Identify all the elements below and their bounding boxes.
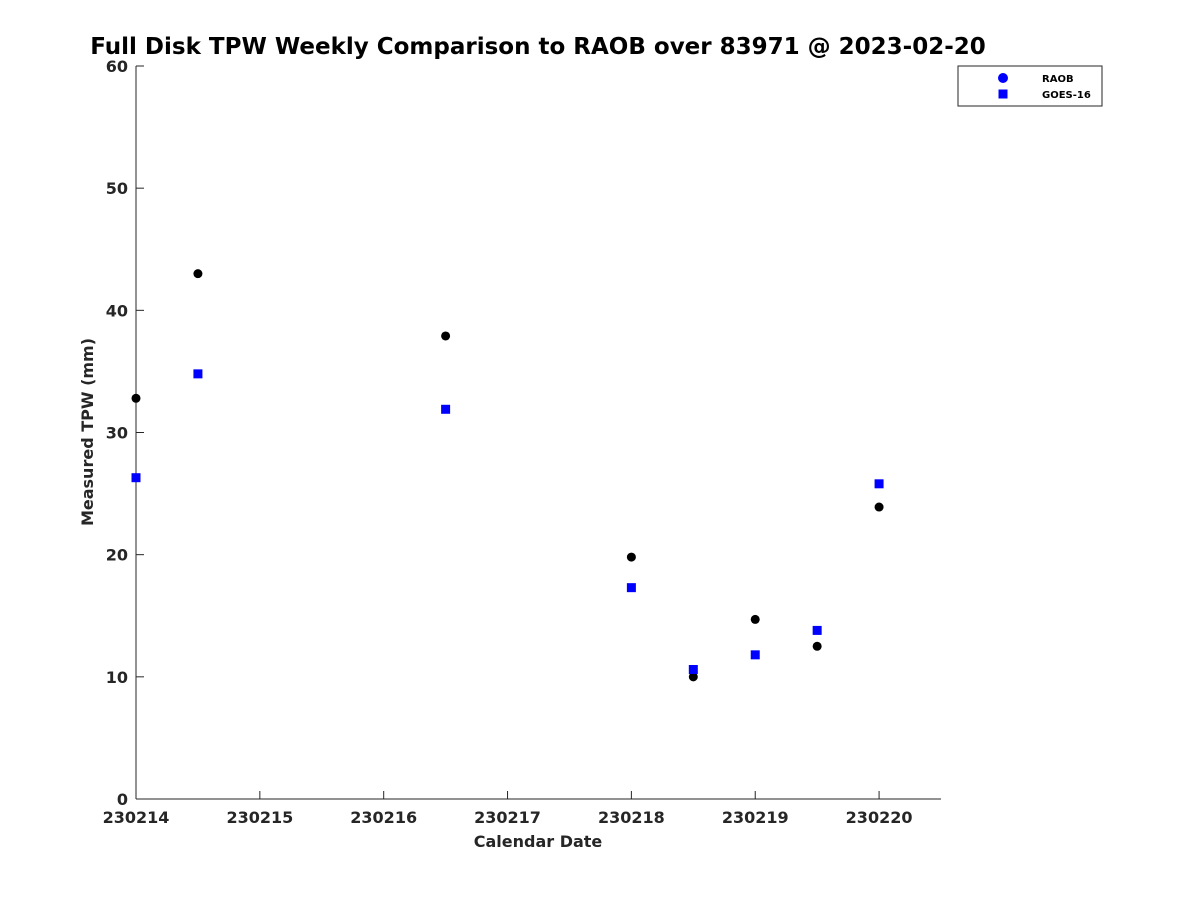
raob-point xyxy=(812,641,822,651)
goes-16-point xyxy=(688,665,698,675)
raob-point xyxy=(874,502,884,512)
x-tick-label: 230219 xyxy=(722,808,789,827)
raob-point xyxy=(131,393,141,403)
y-tick-label: 40 xyxy=(106,301,128,320)
x-tick-label: 230218 xyxy=(598,808,665,827)
legend-circle-marker xyxy=(998,73,1008,83)
raob-point xyxy=(626,552,636,562)
x-axis-label: Calendar Date xyxy=(474,832,603,851)
y-axis-label: Measured TPW (mm) xyxy=(78,338,97,526)
x-tick-label: 230220 xyxy=(846,808,913,827)
legend: RAOB GOES-16 xyxy=(957,65,1103,107)
goes-16-point xyxy=(874,479,884,489)
goes-16-point xyxy=(750,650,760,660)
goes-16-point xyxy=(193,369,203,379)
y-tick-label: 20 xyxy=(106,546,128,565)
raob-point xyxy=(193,269,203,279)
x-tick-label: 230215 xyxy=(226,808,293,827)
data-points xyxy=(131,269,884,682)
legend-label: GOES-16 xyxy=(1042,90,1091,101)
raob-point xyxy=(688,672,698,682)
goes-16-point xyxy=(812,625,822,635)
y-tick-label: 10 xyxy=(106,668,128,687)
raob-point xyxy=(441,331,451,341)
x-tick-label: 230217 xyxy=(474,808,541,827)
y-tick-label: 30 xyxy=(106,424,128,443)
raob-point xyxy=(750,614,760,624)
goes-16-point xyxy=(441,404,451,414)
x-tick-label: 230214 xyxy=(103,808,170,827)
y-tick-label: 60 xyxy=(106,57,128,76)
legend-box xyxy=(957,65,1103,107)
legend-label: RAOB xyxy=(1042,74,1074,85)
goes-16-point xyxy=(626,583,636,593)
goes-16-point xyxy=(131,473,141,483)
x-tick-label: 230216 xyxy=(350,808,417,827)
legend-square-marker xyxy=(998,89,1008,99)
y-tick-label: 50 xyxy=(106,179,128,198)
axes: 230214 230215 230216 230217 230218 230219 2302… xyxy=(103,57,941,827)
y-tick-label: 0 xyxy=(117,790,128,809)
chart-title: Full Disk TPW Weekly Comparison to RAOB … xyxy=(90,34,986,60)
